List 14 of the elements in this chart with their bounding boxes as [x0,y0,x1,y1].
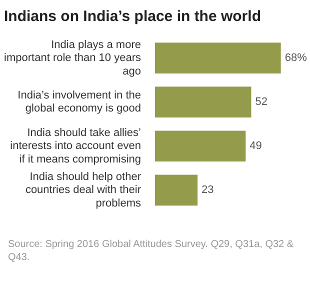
data-label: 52 [255,96,268,108]
y-tick-label: India should help other countries deal with their problems [25,171,142,210]
source-note: Source: Spring 2016 Global Attitudes Survey. Q29, Q31a, Q32 & Q43. [8,238,295,264]
data-label: 49 [250,140,262,152]
chart-title: Indians on India’s place in the world [4,8,261,26]
y-tick-label: India plays a more important role than 10 years ago [4,38,142,78]
y-tick-label: India’s involvement in the global economy is good [18,90,141,115]
data-label: 23 [202,184,214,196]
data-label: 68% [284,52,308,64]
y-tick-label: India should take allies’ interests into account even if it means compromising [10,126,141,166]
bar [155,86,252,118]
bar [155,42,281,74]
bar [155,130,246,162]
bar [155,174,198,206]
